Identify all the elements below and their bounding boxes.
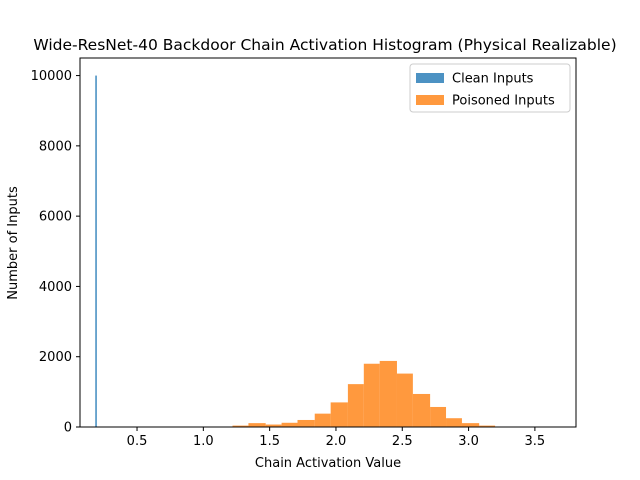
bar-poisoned-inputs-5 xyxy=(314,413,331,427)
bar-poisoned-inputs-4 xyxy=(297,419,315,427)
bar-poisoned-inputs-7 xyxy=(347,384,364,427)
bar-poisoned-inputs-10 xyxy=(396,373,413,427)
legend-swatch xyxy=(416,73,444,83)
x-tick-label: 3.5 xyxy=(525,434,546,449)
legend: Clean Inputs Poisoned Inputs xyxy=(409,63,571,113)
bar-clean-inputs-0 xyxy=(95,75,97,428)
bar-poisoned-inputs-15 xyxy=(479,425,496,427)
y-tick-label: 4000 xyxy=(39,280,72,295)
y-axis-ticks: 0 2000 4000 6000 8000 10000 xyxy=(31,69,80,436)
bar-poisoned-inputs-1 xyxy=(248,423,266,427)
bar-poisoned-inputs-12 xyxy=(430,406,447,427)
y-tick-label: 10000 xyxy=(31,69,72,84)
bar-poisoned-inputs-9 xyxy=(379,360,397,427)
bar-poisoned-inputs-6 xyxy=(330,402,348,427)
legend-swatch xyxy=(416,95,444,105)
x-axis-ticks: 0.5 1.0 1.5 2.0 2.5 3.0 3.5 xyxy=(127,427,546,449)
chart-title: Wide-ResNet-40 Backdoor Chain Activation… xyxy=(33,36,616,54)
x-tick-label: 3.0 xyxy=(458,434,479,449)
bar-poisoned-inputs-14 xyxy=(461,423,480,427)
x-tick-label: 2.5 xyxy=(392,434,413,449)
bar-poisoned-inputs-2 xyxy=(265,424,282,427)
y-axis-label: Number of Inputs xyxy=(6,186,21,300)
bar-poisoned-inputs-8 xyxy=(363,363,380,427)
bar-poisoned-inputs-0 xyxy=(232,425,249,427)
bar-poisoned-inputs-3 xyxy=(281,422,298,427)
plot-frame xyxy=(79,57,577,428)
bar-poisoned-inputs-11 xyxy=(412,393,431,427)
bar-poisoned-inputs-13 xyxy=(446,418,462,427)
x-axis-label: Chain Activation Value xyxy=(255,456,401,471)
x-tick-label: 2.0 xyxy=(326,434,347,449)
x-tick-label: 0.5 xyxy=(127,434,148,449)
legend-label: Poisoned Inputs xyxy=(452,94,555,109)
x-tick-label: 1.0 xyxy=(193,434,214,449)
y-tick-label: 6000 xyxy=(39,210,72,225)
y-tick-label: 8000 xyxy=(39,139,72,154)
x-tick-label: 1.5 xyxy=(259,434,280,449)
y-tick-label: 0 xyxy=(64,421,72,436)
y-tick-label: 2000 xyxy=(39,350,72,365)
bars-layer xyxy=(95,75,562,428)
legend-box xyxy=(409,63,571,113)
legend-label: Clean Inputs xyxy=(452,72,534,87)
